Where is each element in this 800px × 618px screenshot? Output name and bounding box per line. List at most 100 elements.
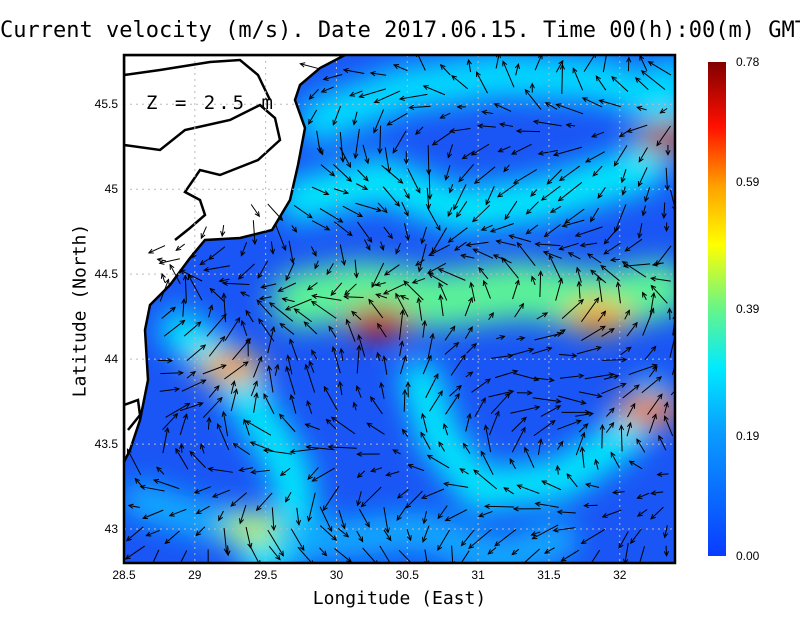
- velocity-arrow: [339, 132, 346, 163]
- velocity-arrow: [193, 486, 211, 494]
- velocity-arrow: [548, 254, 562, 281]
- velocity-arrow: [488, 410, 500, 436]
- velocity-arrow: [326, 263, 334, 276]
- velocity-arrow: [529, 82, 535, 93]
- velocity-arrow: [590, 549, 601, 563]
- velocity-arrow: [512, 279, 520, 300]
- velocity-arrow: [269, 241, 276, 255]
- velocity-arrow: [330, 416, 356, 435]
- velocity-arrow: [503, 164, 510, 173]
- velocity-arrow: [656, 125, 671, 147]
- velocity-arrow: [139, 484, 165, 492]
- velocity-arrow: [168, 508, 187, 517]
- velocity-arrow: [147, 245, 166, 254]
- velocity-arrow: [199, 442, 205, 454]
- velocity-arrow: [342, 205, 364, 217]
- velocity-arrow: [638, 147, 648, 163]
- velocity-arrow: [603, 374, 620, 380]
- velocity-arrow: [488, 389, 515, 398]
- velocity-arrow: [373, 90, 401, 104]
- velocity-arrow: [351, 310, 362, 321]
- velocity-arrow: [179, 413, 188, 435]
- velocity-arrow: [289, 448, 319, 455]
- velocity-arrow: [474, 397, 486, 418]
- velocity-arrow: [267, 529, 284, 557]
- velocity-arrow: [161, 306, 177, 319]
- colorbar-tick-label: 0.39: [736, 302, 760, 316]
- velocity-arrow: [532, 119, 562, 127]
- velocity-arrow: [311, 467, 335, 482]
- velocity-arrow: [460, 529, 475, 547]
- velocity-arrow: [641, 205, 647, 217]
- x-tick-label: 30.5: [395, 568, 419, 582]
- velocity-arrow: [552, 146, 583, 157]
- velocity-arrow: [322, 486, 340, 512]
- velocity-arrow: [580, 297, 600, 323]
- velocity-arrow: [595, 75, 607, 91]
- velocity-arrow: [381, 165, 404, 184]
- velocity-arrow: [444, 165, 451, 181]
- velocity-arrow: [510, 143, 532, 155]
- speed-band: [298, 55, 675, 142]
- velocity-arrow: [636, 438, 646, 453]
- velocity-arrow: [557, 395, 587, 405]
- velocity-arrow: [368, 298, 384, 319]
- velocity-arrow: [338, 509, 346, 530]
- velocity-arrow: [353, 259, 359, 279]
- velocity-arrow: [195, 505, 210, 515]
- velocity-arrow: [624, 238, 643, 252]
- velocity-arrow: [567, 252, 581, 260]
- velocity-arrow: [375, 293, 388, 299]
- velocity-arrow: [525, 201, 539, 215]
- velocity-arrow: [207, 549, 209, 563]
- speed-field: [124, 55, 675, 563]
- velocity-arrow: [590, 207, 600, 223]
- velocity-arrow: [402, 388, 408, 412]
- velocity-arrow: [240, 242, 248, 257]
- velocity-arrow: [290, 528, 305, 552]
- velocity-arrow: [531, 346, 553, 355]
- y-tick-label: 43: [104, 522, 118, 537]
- velocity-arrow: [543, 224, 561, 238]
- velocity-arrow: [222, 280, 250, 287]
- velocity-arrow: [256, 299, 273, 318]
- velocity-arrow: [656, 471, 669, 477]
- velocity-arrow: [267, 326, 276, 354]
- velocity-arrow: [543, 547, 555, 554]
- velocity-arrow: [420, 488, 445, 499]
- velocity-arrow: [333, 188, 350, 195]
- velocity-arrow: [421, 319, 427, 338]
- velocity-arrow: [208, 246, 226, 261]
- velocity-arrow: [398, 93, 428, 101]
- velocity-arrow: [610, 451, 620, 468]
- velocity-arrow: [544, 102, 558, 110]
- velocity-arrow: [277, 282, 297, 292]
- velocity-arrow: [156, 466, 165, 475]
- velocity-arrow: [637, 167, 648, 188]
- velocity-arrow: [534, 241, 561, 247]
- velocity-arrow: [268, 545, 281, 561]
- velocity-arrow: [255, 492, 273, 512]
- velocity-arrow: [224, 316, 241, 341]
- velocity-arrow: [511, 347, 535, 356]
- velocity-arrow: [163, 319, 186, 337]
- velocity-arrow: [554, 329, 566, 338]
- velocity-arrow: [458, 550, 470, 563]
- velocity-arrow: [245, 309, 254, 323]
- velocity-arrow: [377, 202, 388, 214]
- velocity-arrow: [403, 280, 424, 301]
- velocity-arrow: [370, 396, 383, 415]
- velocity-arrow: [304, 363, 316, 393]
- velocity-arrow: [358, 88, 386, 99]
- speed-band: [272, 261, 675, 329]
- velocity-arrow: [206, 416, 212, 430]
- velocity-arrow: [428, 244, 450, 256]
- velocity-arrow: [311, 293, 342, 301]
- velocity-arrow: [663, 401, 669, 414]
- velocity-arrow: [337, 380, 344, 396]
- velocity-arrow: [583, 502, 598, 509]
- velocity-arrow: [382, 283, 406, 295]
- velocity-arrow: [627, 402, 636, 418]
- velocity-arrow: [611, 76, 629, 92]
- y-tick-label: 45: [104, 182, 118, 197]
